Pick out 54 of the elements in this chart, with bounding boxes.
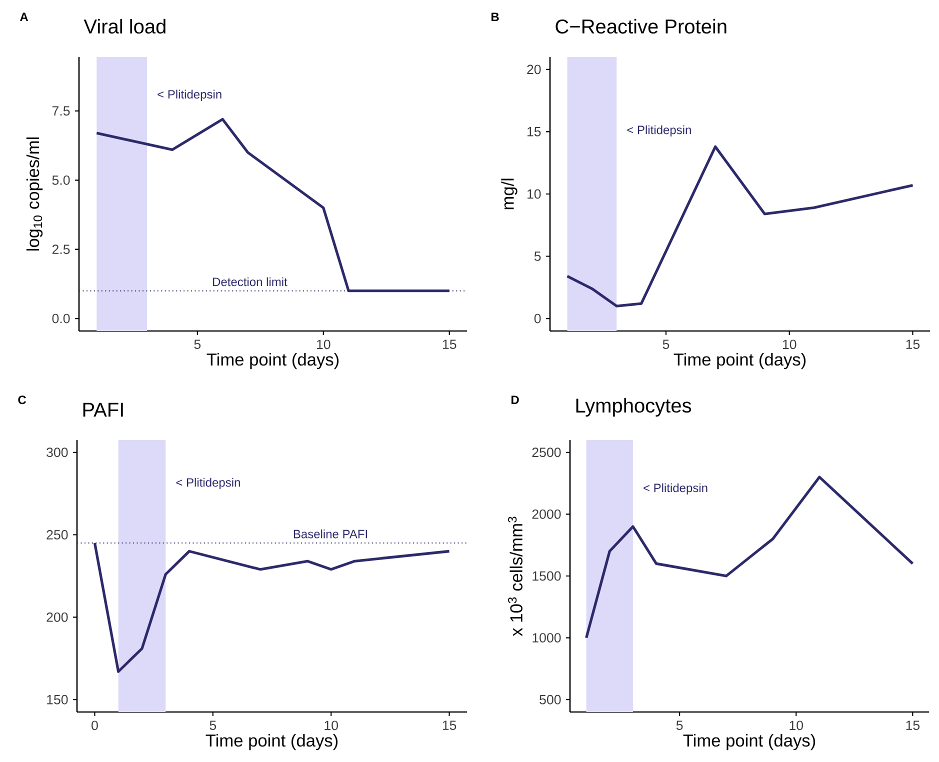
x-tick-label: 5 <box>210 720 216 730</box>
x-tick-label: 10 <box>782 340 796 350</box>
y-tick-label: 1500 <box>532 571 561 581</box>
chart-title: Lymphocytes <box>576 398 692 417</box>
ref-line-label: Baseline PAFI <box>294 529 367 538</box>
y-tick-label: 5.0 <box>52 175 70 185</box>
line-series <box>566 145 914 308</box>
x-tick-label: 10 <box>317 340 330 350</box>
x-axis-title: Time point (days) <box>206 734 338 750</box>
y-tick-label: 10 <box>527 189 541 199</box>
line-series <box>584 476 914 640</box>
y-tick-label: 0.0 <box>52 314 70 324</box>
band-label: < Plitidepsin <box>176 478 240 490</box>
y-tick-label: 0 <box>534 314 541 324</box>
x-tick-label: 15 <box>442 720 456 730</box>
x-axis-title: Time point (days) <box>683 734 816 750</box>
x-tick-label: 5 <box>676 720 683 730</box>
ref-line-label: Detection limit <box>213 277 288 286</box>
y-tick-label: 2000 <box>532 509 561 519</box>
x-tick-label: 5 <box>194 340 201 349</box>
y-tick-label: 300 <box>46 448 68 458</box>
text: C <box>18 396 26 404</box>
y-tick-label: 20 <box>527 64 541 74</box>
y-tick-label: 2.5 <box>52 244 70 254</box>
chart-title: PAFI <box>83 402 123 417</box>
y-tick-label: 250 <box>46 530 68 540</box>
x-axis-title: Time point (days) <box>206 352 339 370</box>
x-tick-label: 10 <box>324 720 338 730</box>
x-tick-label: 15 <box>442 340 456 349</box>
y-tick-label: 7.5 <box>52 106 70 116</box>
x-tick-label: 15 <box>906 340 920 349</box>
y-tick-label: 15 <box>527 127 541 136</box>
chart-title: C−Reactive Protein <box>556 18 726 34</box>
y-tick-label: 200 <box>46 612 68 622</box>
y-tick-label: 5 <box>534 252 541 261</box>
y-tick-label: 150 <box>47 694 68 704</box>
text: D <box>512 396 519 404</box>
x-tick-label: 10 <box>790 720 804 730</box>
y-axis-title: log$_{10}$ copies/ml <box>26 137 43 250</box>
x-axis-title: Time point (days) <box>674 352 806 370</box>
y-axis-title: x 10$^{3}$ cells/mm$^{3}$ <box>508 516 522 636</box>
y-tick-label: 2500 <box>532 448 561 458</box>
x-tick-label: 5 <box>662 340 670 349</box>
band-label: < Plitidepsin <box>158 90 222 101</box>
y-tick-label: 500 <box>540 694 561 704</box>
band-label: < Plitidepsin <box>627 125 691 137</box>
y-axis-title: mg/l <box>501 178 518 210</box>
text: B <box>492 12 499 21</box>
text: A <box>20 12 28 21</box>
chart-title: Viral load <box>84 18 166 34</box>
x-tick-label: 0 <box>92 720 98 730</box>
y-tick-label: 1000 <box>532 633 561 643</box>
band-label: < Plitidepsin <box>644 483 708 495</box>
x-tick-label: 15 <box>906 720 920 730</box>
